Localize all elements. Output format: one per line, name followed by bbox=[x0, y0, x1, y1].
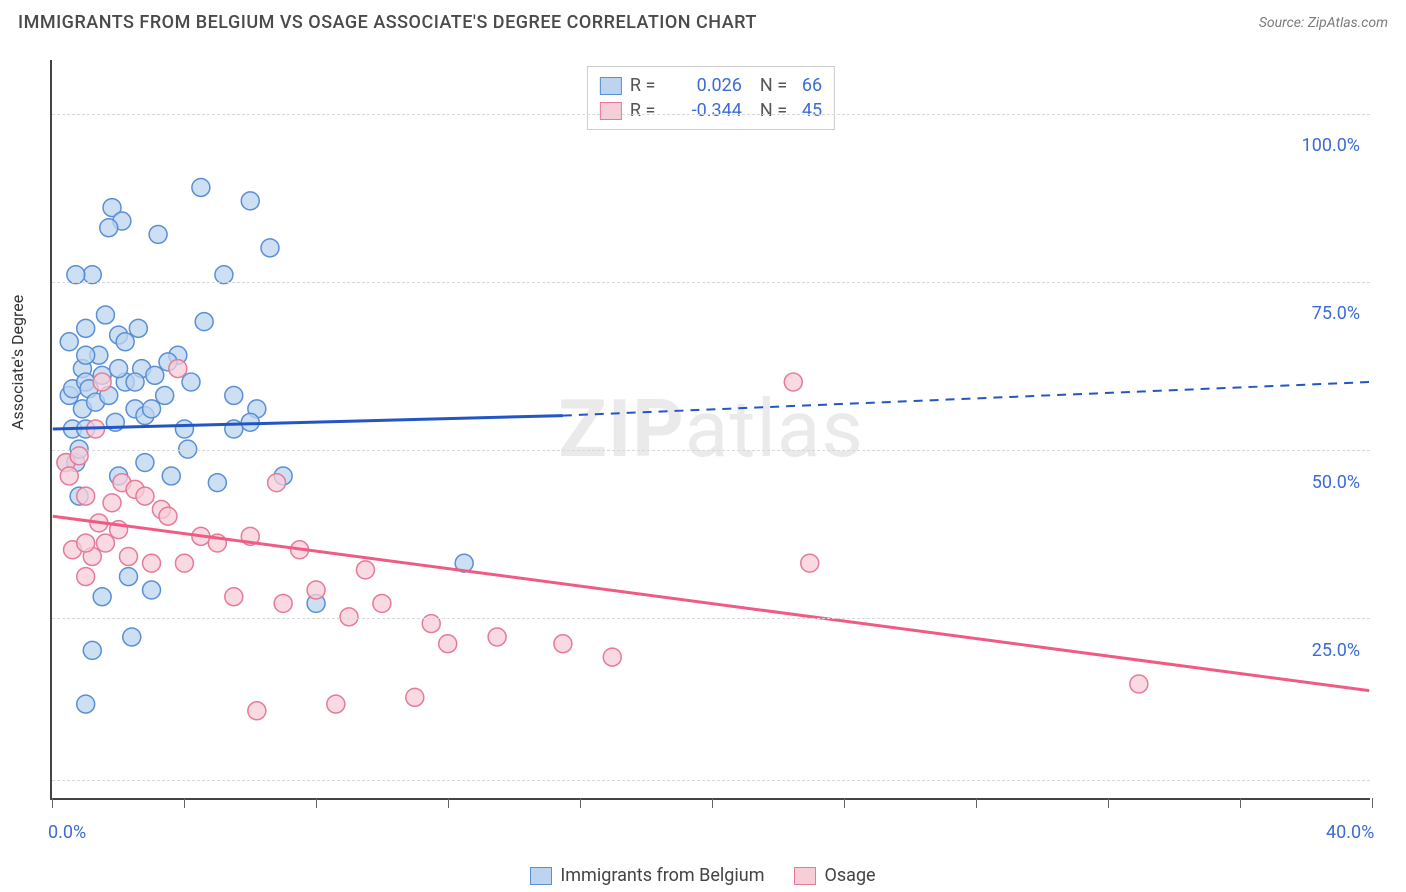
y-tick-label: 100.0% bbox=[1302, 135, 1360, 156]
y-tick-label: 25.0% bbox=[1312, 640, 1360, 661]
x-tick-label: 0.0% bbox=[48, 822, 86, 843]
series-legend: Immigrants from Belgium Osage bbox=[0, 865, 1406, 886]
swatch-belgium-icon bbox=[530, 867, 552, 885]
legend-item-osage: Osage bbox=[794, 865, 875, 886]
y-tick-label: 50.0% bbox=[1312, 472, 1360, 493]
y-axis-label: Associate's Degree bbox=[8, 295, 27, 430]
legend-label-osage: Osage bbox=[824, 865, 875, 886]
source-label: Source: ZipAtlas.com bbox=[1259, 15, 1388, 31]
chart-title: IMMIGRANTS FROM BELGIUM VS OSAGE ASSOCIA… bbox=[18, 12, 757, 33]
x-tick-label: 40.0% bbox=[1326, 822, 1374, 843]
legend-label-belgium: Immigrants from Belgium bbox=[560, 865, 764, 886]
y-tick-label: 75.0% bbox=[1312, 303, 1360, 324]
legend-item-belgium: Immigrants from Belgium bbox=[530, 865, 764, 886]
swatch-osage-icon bbox=[794, 867, 816, 885]
chart-plot-area: R = 0.026 N = 66 R = -0.344 N = 45 ZIPat… bbox=[50, 60, 1370, 800]
scatter-plot bbox=[52, 60, 1370, 798]
